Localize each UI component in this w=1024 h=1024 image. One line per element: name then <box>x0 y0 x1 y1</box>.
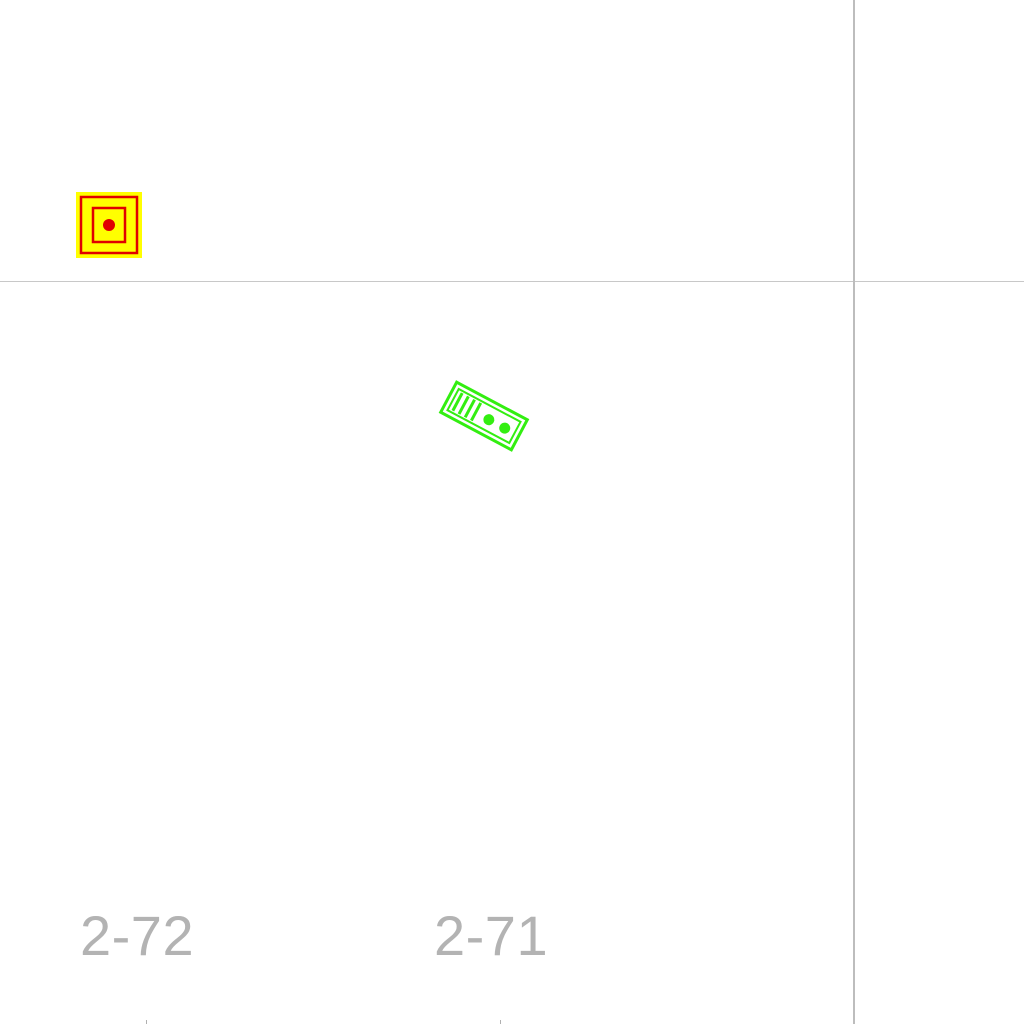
wall-line-horizontal <box>0 281 1024 282</box>
room-label-2-72: 2-72 <box>80 904 195 967</box>
control-panel-icon[interactable] <box>436 370 532 462</box>
alarm-device-icon[interactable] <box>76 192 142 258</box>
wall-tick-center <box>500 1020 501 1024</box>
wall-tick-left <box>146 1020 147 1024</box>
wall-line-vertical <box>853 0 855 1024</box>
room-label-2-71: 2-71 <box>434 904 549 967</box>
